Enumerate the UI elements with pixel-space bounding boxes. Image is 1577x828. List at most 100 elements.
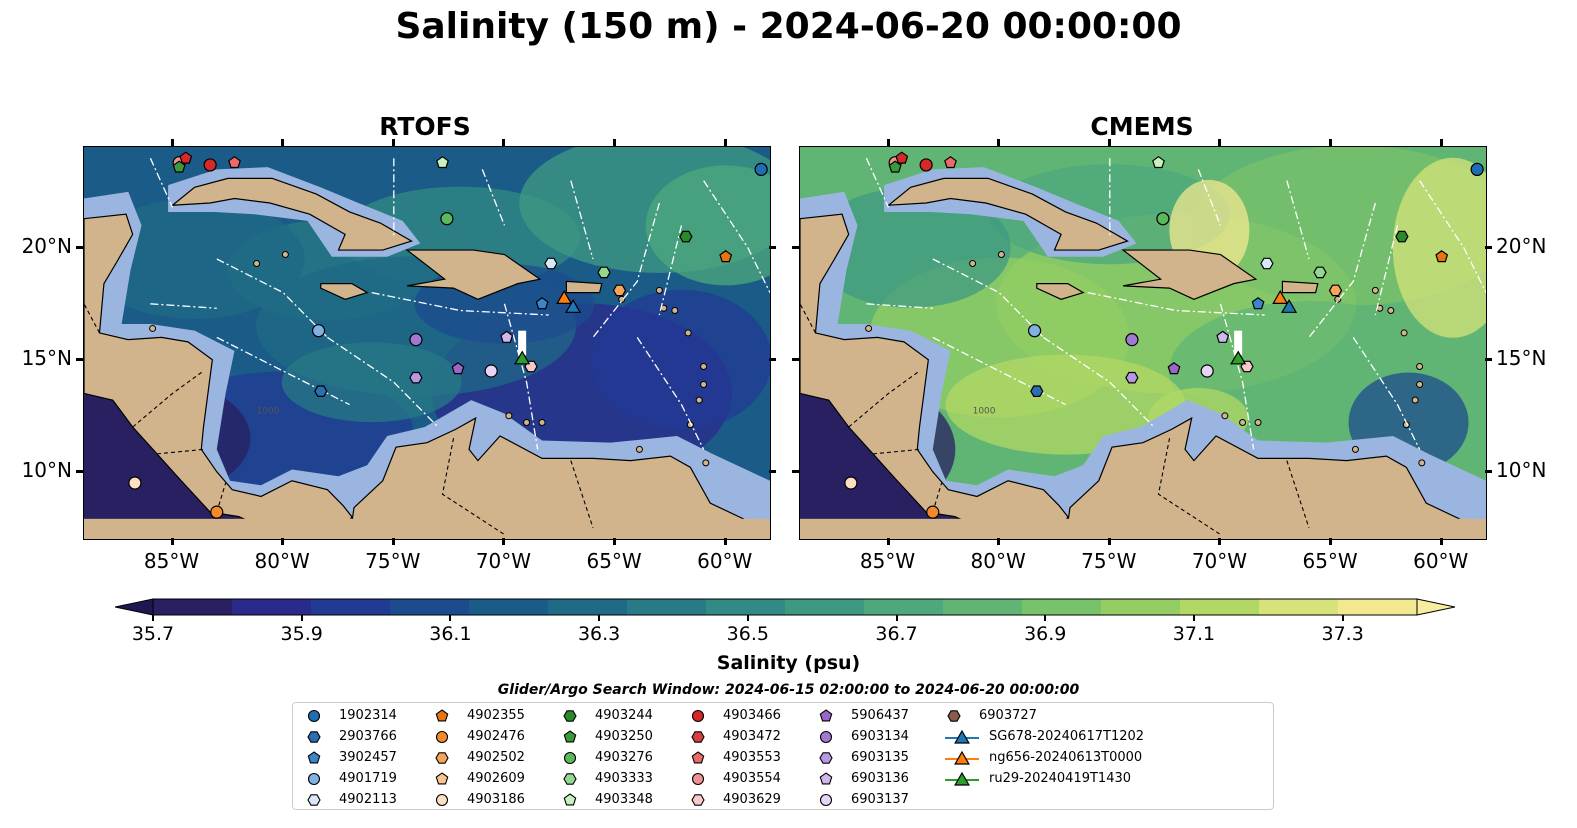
obs-marker-25: [556, 289, 573, 304]
legend-item: 4903554: [689, 768, 781, 789]
lat-tickmark: [1485, 469, 1492, 473]
obs-marker-15: [409, 333, 423, 347]
obs-marker-21: [1030, 385, 1044, 397]
obs-marker-23: [210, 505, 224, 519]
obs-marker-13: [535, 297, 549, 310]
colorbar-tick-label: 36.9: [1024, 623, 1067, 645]
colorbar-segment: [1180, 599, 1260, 615]
obs-marker-15: [1125, 333, 1139, 347]
obs-marker-26: [514, 350, 531, 365]
lat-tick-label-left: 10°N: [21, 457, 72, 482]
colorbar-segment: [1338, 599, 1418, 615]
lat-tickmark: [76, 469, 83, 473]
lon-tickmark: [1439, 538, 1443, 545]
legend-item: 4901719: [305, 768, 397, 789]
obs-marker-22: [128, 476, 142, 490]
legend-marker-icon: [691, 709, 705, 722]
main-title: Salinity (150 m) - 2024-06-20 00:00:00: [395, 6, 1182, 47]
obs-marker-17: [1125, 371, 1139, 384]
legend: 1902314 2903766 3902457 4901719 4902113 49023…: [292, 702, 1274, 810]
legend-marker-icon: [945, 771, 979, 786]
obs-marker-19: [1200, 364, 1214, 378]
colorbar-segment: [1259, 599, 1339, 615]
legend-marker-icon: [307, 793, 321, 806]
colorbar-segment: [706, 599, 786, 615]
lon-tick-label: 70°W: [475, 549, 532, 573]
obs-marker-12: [612, 284, 627, 297]
legend-item: 4903466: [689, 705, 781, 726]
legend-label: 4903186: [467, 792, 525, 807]
legend-label: 4902355: [467, 708, 525, 723]
legend-marker-icon: [819, 708, 833, 721]
legend-marker-icon: [819, 793, 833, 806]
legend-label: 4902476: [467, 729, 525, 744]
legend-item: ru29-20240419T1430: [945, 768, 1131, 789]
lat-tick-label-right: 20°N: [1496, 233, 1547, 258]
colorbar-segment: [1022, 599, 1102, 615]
legend-marker-icon: [307, 772, 321, 785]
lon-tickmark: [613, 139, 617, 146]
obs-marker-11: [1313, 266, 1327, 279]
lon-tickmark: [502, 538, 506, 545]
legend-label: 2903766: [339, 729, 397, 744]
lon-tick-label: 75°W: [1081, 549, 1137, 573]
obs-marker-4: [944, 155, 957, 169]
legend-label: 4903472: [723, 729, 781, 744]
lon-tick-label: 75°W: [365, 549, 421, 573]
obs-marker-1: [179, 151, 193, 164]
lon-tickmark: [1218, 139, 1222, 146]
lon-tickmark: [723, 538, 727, 545]
lon-tickmark: [886, 538, 890, 545]
legend-item: 4903333: [561, 768, 653, 789]
obs-marker-13: [1251, 297, 1265, 310]
colorbar-tick-label: 36.5: [726, 623, 769, 645]
colorbar-segment: [469, 599, 549, 615]
obs-marker-22: [844, 476, 858, 490]
lon-tick-label: 65°W: [586, 549, 642, 573]
legend-item: 6903134: [817, 726, 909, 747]
colorbar-segment: [153, 599, 233, 615]
colorbar-tickmark: [1044, 615, 1047, 621]
map-cmems: 1000: [799, 146, 1487, 540]
lon-tickmark: [1107, 538, 1111, 545]
legend-item: SG678-20240617T1202: [945, 726, 1144, 747]
obs-marker-16: [500, 330, 514, 343]
lon-tickmark: [613, 538, 617, 545]
legend-label: ru29-20240419T1430: [989, 771, 1132, 786]
colorbar-tick-label: 37.3: [1321, 623, 1364, 645]
obs-marker-8: [1395, 230, 1409, 243]
legend-item: 4902113: [305, 789, 397, 810]
obs-marker-26: [1230, 350, 1247, 365]
legend-item: 4903276: [561, 747, 653, 768]
obs-marker-1: [895, 151, 909, 164]
legend-marker-icon: [307, 730, 321, 743]
colorbar-tick-label: 35.9: [280, 623, 323, 645]
lat-tick-label-right: 10°N: [1496, 457, 1547, 482]
lon-tickmark: [170, 139, 174, 146]
colorbar-segment: [943, 599, 1023, 615]
legend-item: 4902476: [433, 726, 525, 747]
lon-tickmark: [281, 139, 285, 146]
colorbar-tickmark: [300, 615, 303, 621]
legend-label: 6903134: [851, 729, 909, 744]
legend-marker-icon: [435, 793, 449, 806]
colorbar-title: Salinity (psu): [716, 652, 861, 674]
colorbar-tickmark: [152, 615, 154, 621]
legend-item: 2903766: [305, 726, 397, 747]
legend-item: 1902314: [305, 705, 397, 726]
legend-label: 1902314: [339, 708, 397, 723]
obs-marker-11: [597, 266, 611, 279]
obs-marker-18: [451, 362, 465, 375]
lon-tickmark: [391, 538, 395, 545]
legend-item: 6903136: [817, 768, 909, 789]
colorbar-segment: [1101, 599, 1181, 615]
legend-item: 4903186: [433, 789, 525, 810]
map-rtofs-canvas: 1000: [84, 147, 770, 539]
legend-item: 6903727: [945, 705, 1037, 726]
legend-label: 4902113: [339, 792, 397, 807]
lat-tickmark: [1485, 245, 1492, 249]
obs-marker-9: [1435, 250, 1449, 263]
lon-tick-label: 70°W: [1191, 549, 1248, 573]
legend-label: 6903135: [851, 750, 909, 765]
lat-tickmark: [769, 357, 776, 361]
